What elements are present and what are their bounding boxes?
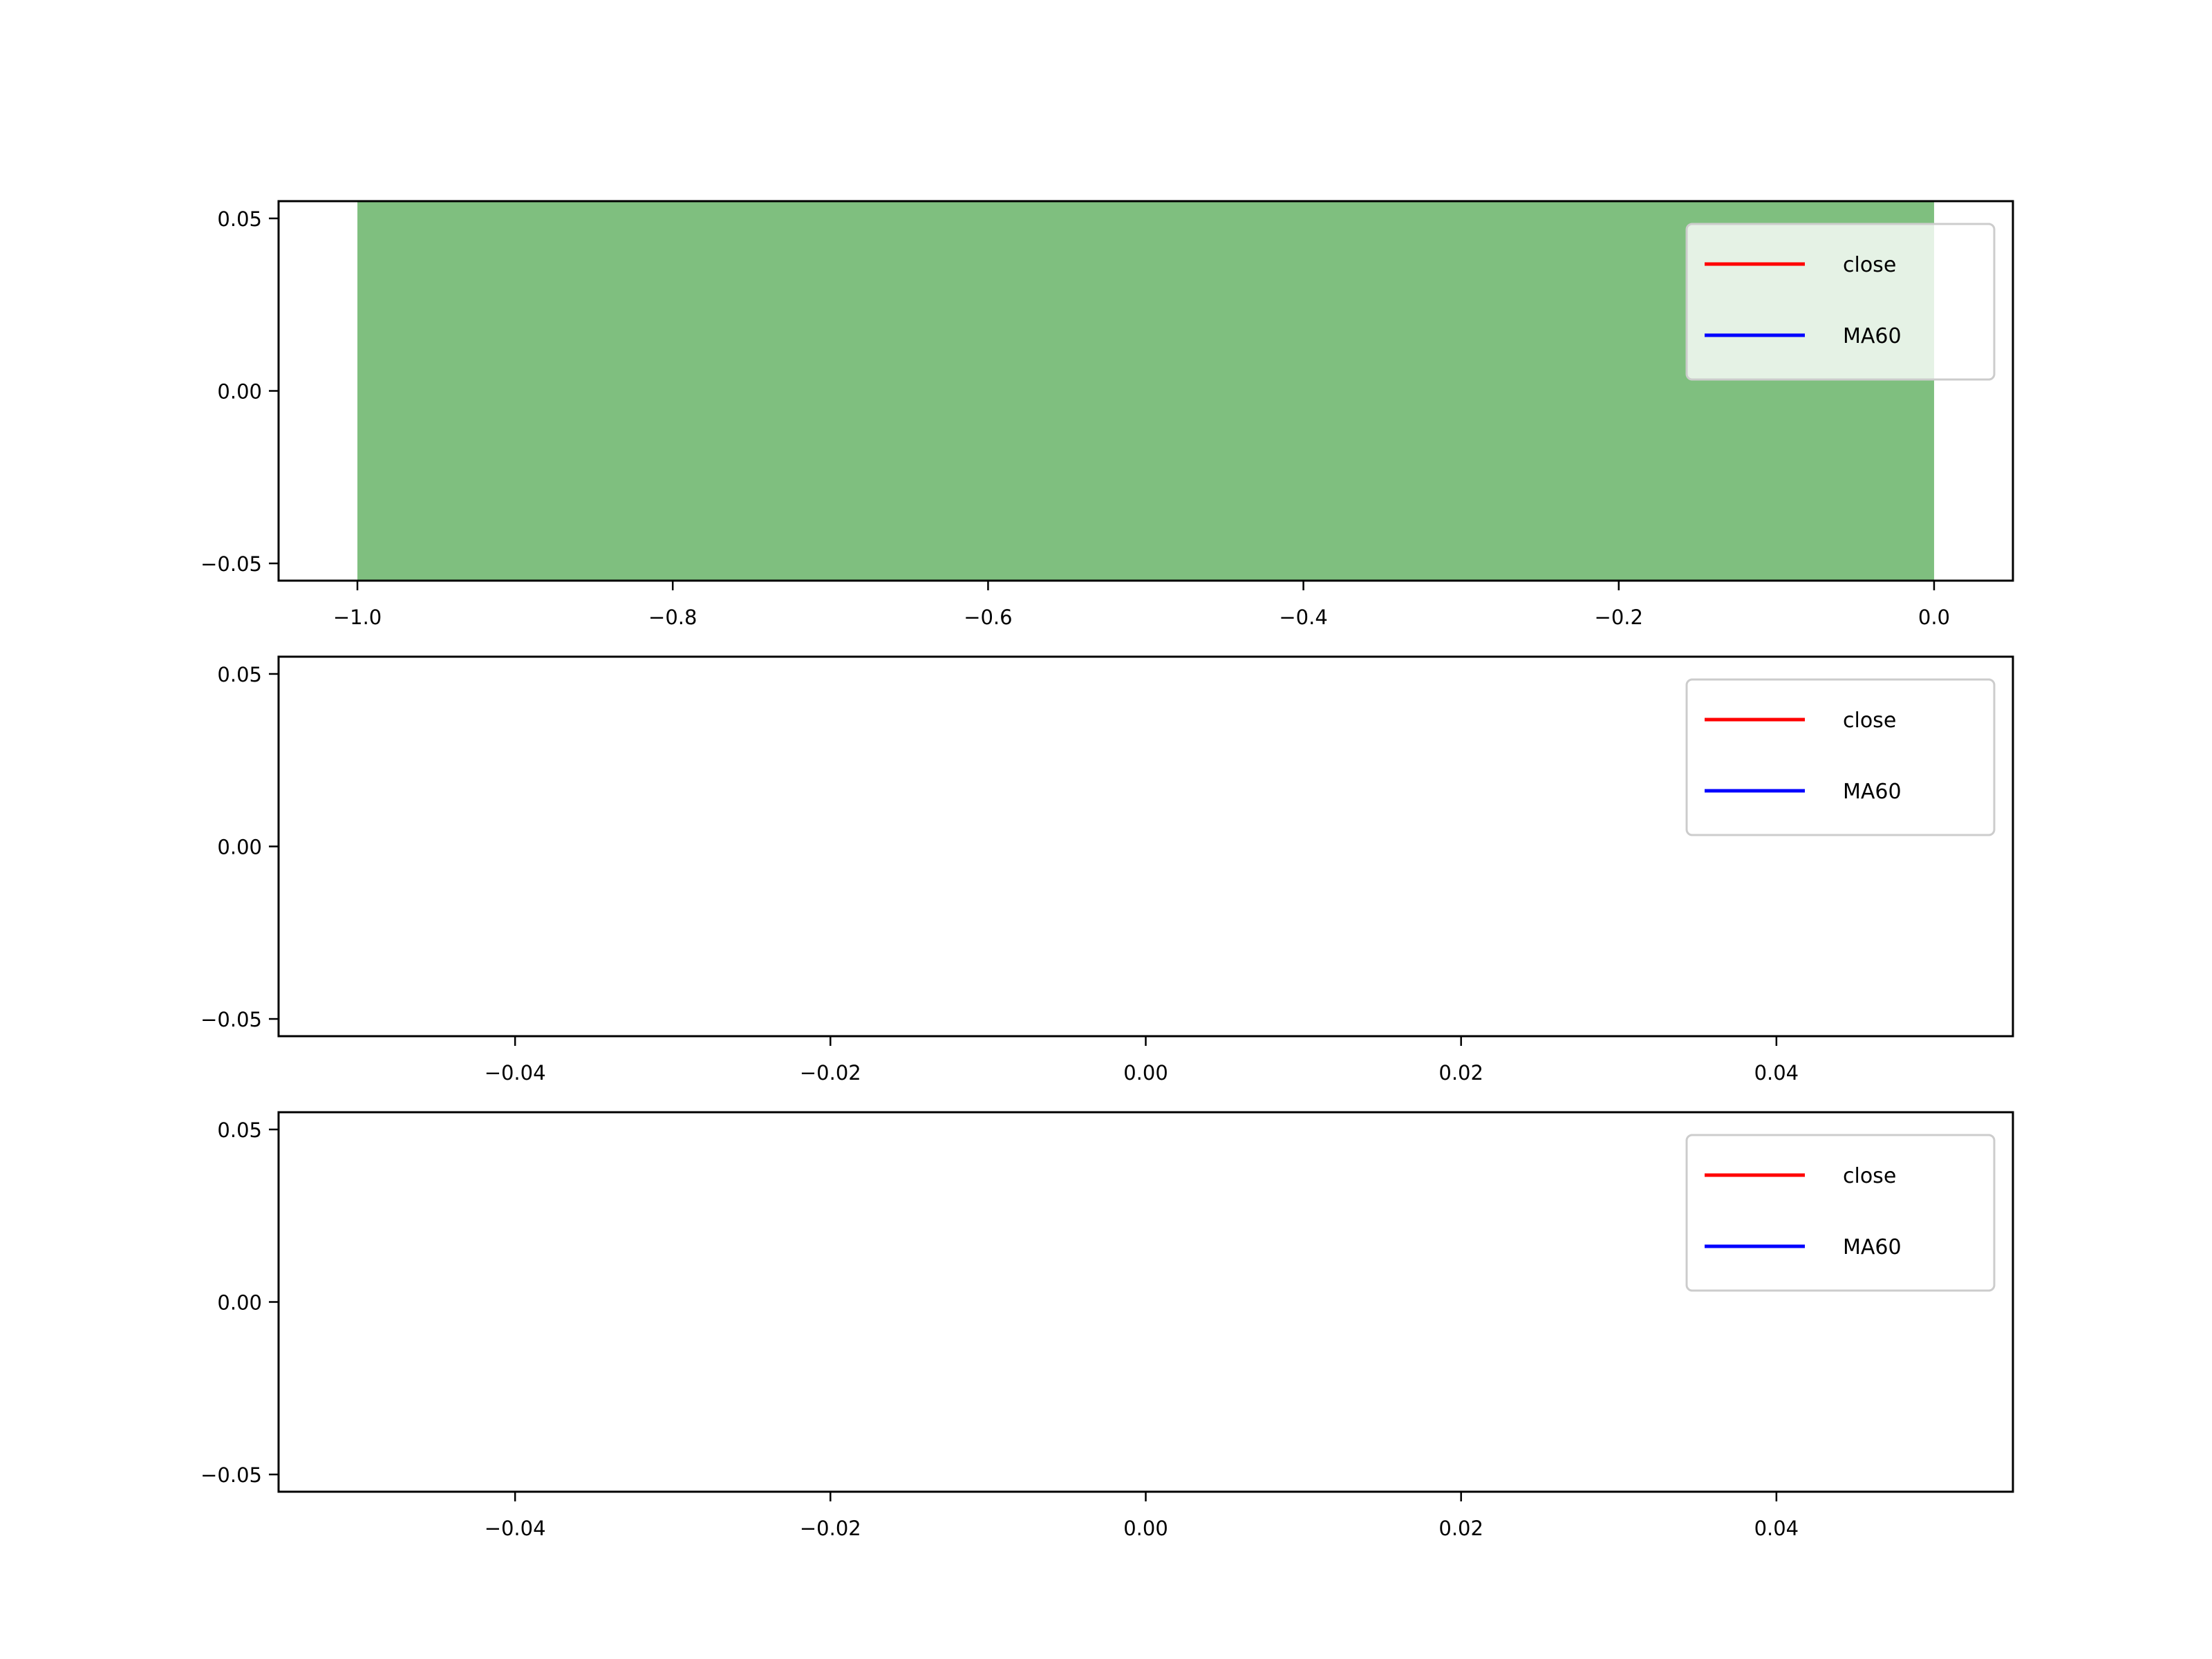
x-tick-label: 0.04 (1754, 1517, 1799, 1540)
x-tick-label: 0.02 (1438, 1517, 1483, 1540)
y-tick-label: −0.05 (200, 1463, 262, 1487)
legend: close MA60 (1685, 678, 1996, 836)
y-tick-label: 0.05 (217, 207, 262, 231)
x-tick-label: 0.04 (1754, 1061, 1799, 1085)
y-tick-label: 0.00 (217, 380, 262, 404)
x-tick-label: −0.6 (964, 606, 1012, 629)
fill-between-area (357, 201, 1934, 581)
legend-label-ma60: MA60 (1843, 324, 1902, 348)
legend-label-close: close (1843, 253, 1896, 277)
legend-label-close: close (1843, 1164, 1896, 1188)
x-tick-label: −0.2 (1595, 606, 1643, 629)
legend: close MA60 (1685, 223, 1996, 381)
x-tick-label: −0.04 (485, 1061, 546, 1085)
y-tick-label: 0.05 (217, 663, 262, 686)
x-tick-label: −0.04 (485, 1517, 546, 1540)
x-tick-label: −0.02 (800, 1061, 861, 1085)
legend-label-close: close (1843, 709, 1896, 733)
y-tick-label: 0.00 (217, 1291, 262, 1315)
x-tick-label: 0.0 (1918, 606, 1950, 629)
x-tick-label: 0.00 (1123, 1517, 1168, 1540)
x-tick-label: 0.00 (1123, 1061, 1168, 1085)
y-tick-label: 0.00 (217, 836, 262, 859)
legend: close MA60 (1685, 1134, 1996, 1292)
legend-box (1685, 678, 1996, 836)
legend-box (1685, 1134, 1996, 1292)
legend-label-ma60: MA60 (1843, 780, 1902, 804)
subplot-2: −0.04 −0.02 0.00 0.02 0.04 0.05 0.00 −0.05 close… (200, 655, 2014, 1085)
subplot-1: −1.0 −0.8 −0.6 −0.4 −0.2 0.0 0.05 0.00 −0.05 clos… (200, 200, 2014, 629)
x-tick-label: −0.4 (1279, 606, 1327, 629)
x-tick-label: −0.02 (800, 1517, 861, 1540)
y-tick-label: −0.05 (200, 552, 262, 576)
legend-label-ma60: MA60 (1843, 1235, 1902, 1259)
legend-box (1685, 223, 1996, 381)
x-tick-label: 0.02 (1438, 1061, 1483, 1085)
x-tick-label: −1.0 (333, 606, 382, 629)
y-tick-label: −0.05 (200, 1008, 262, 1031)
x-tick-label: −0.8 (648, 606, 697, 629)
subplot-3: −0.04 −0.02 0.00 0.02 0.04 0.05 0.00 −0.05 close… (200, 1111, 2014, 1540)
y-tick-label: 0.05 (217, 1118, 262, 1142)
